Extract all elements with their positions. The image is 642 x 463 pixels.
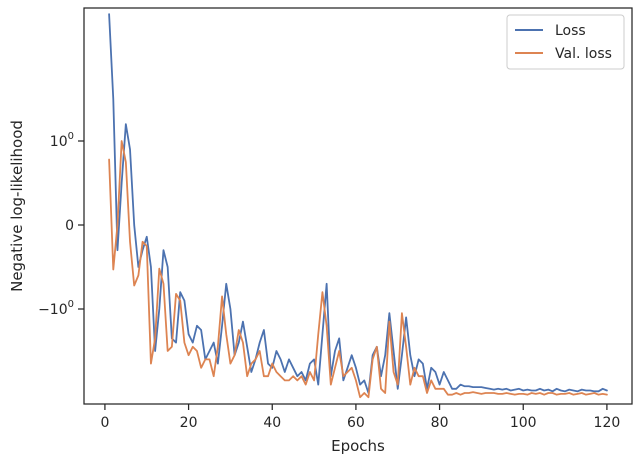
y-tick-label: −100 [38, 299, 74, 318]
x-tick-label: 20 [180, 415, 198, 431]
axes-frame [83, 7, 633, 405]
series-line-val-loss [108, 140, 608, 399]
series-line-loss [108, 13, 608, 394]
x-tick-label: 40 [263, 415, 281, 431]
y-tick-label: 100 [50, 131, 74, 150]
x-tick-label: 120 [594, 415, 621, 431]
y-axis: 100 0 −100 [38, 131, 84, 318]
legend-label-loss: Loss [555, 23, 586, 39]
legend-label-val-loss: Val. loss [555, 46, 612, 62]
x-tick-label: 0 [100, 415, 109, 431]
x-axis: 0 20 40 60 80 100 120 [100, 404, 620, 431]
legend-frame [506, 14, 625, 70]
x-tick-label: 100 [510, 415, 537, 431]
x-tick-label: 80 [431, 415, 449, 431]
axes-background [84, 8, 632, 404]
y-tick-label: 0 [65, 218, 74, 234]
series-layer [108, 13, 608, 399]
plot-area [83, 7, 633, 405]
x-axis-label: Epochs [331, 437, 385, 455]
x-tick-label: 60 [347, 415, 365, 431]
legend: Loss Val. loss [506, 14, 625, 70]
y-axis-label: Negative log-likelihood [8, 120, 26, 292]
